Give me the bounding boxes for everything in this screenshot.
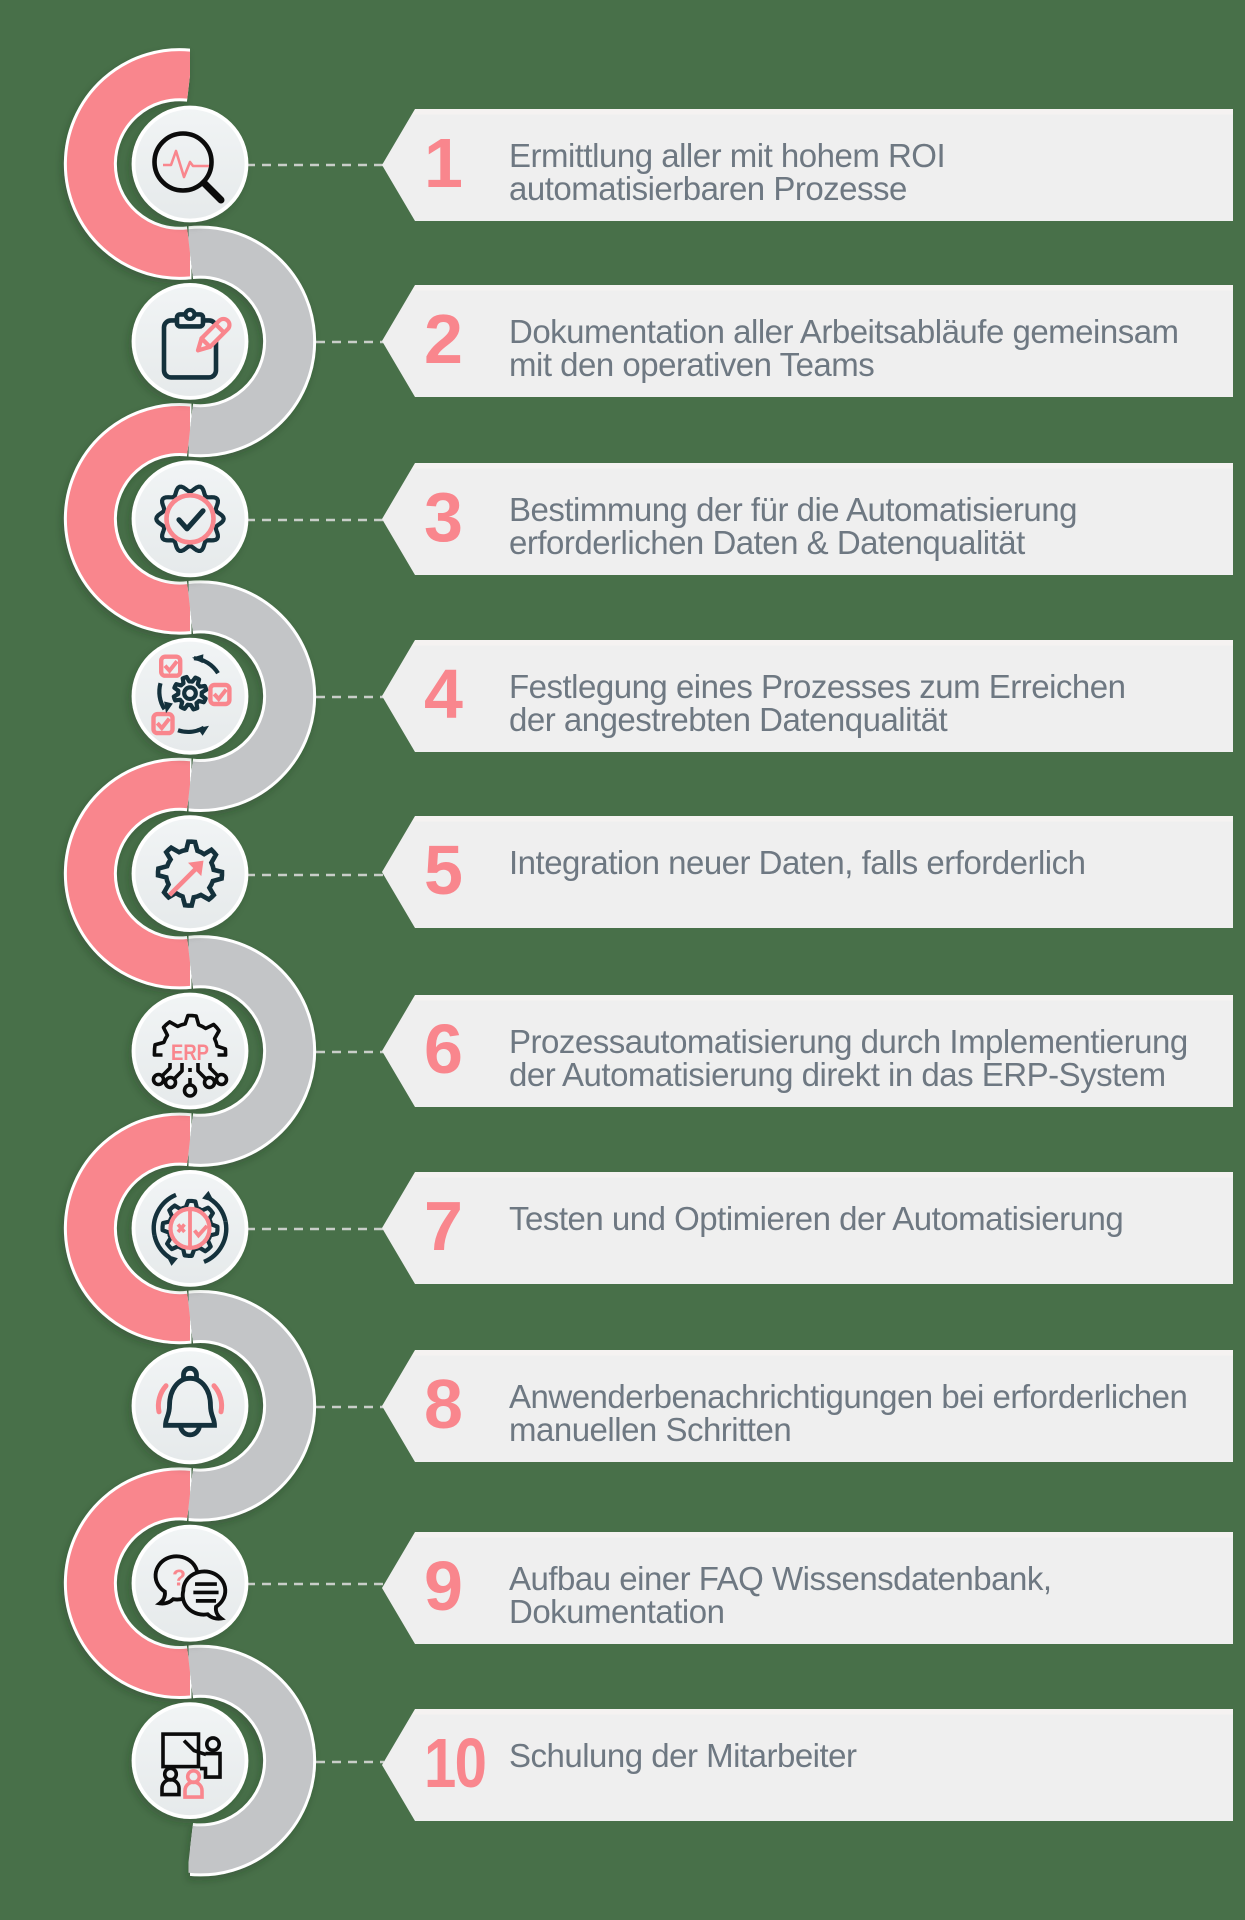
svg-text:ERP: ERP — [171, 1042, 209, 1066]
